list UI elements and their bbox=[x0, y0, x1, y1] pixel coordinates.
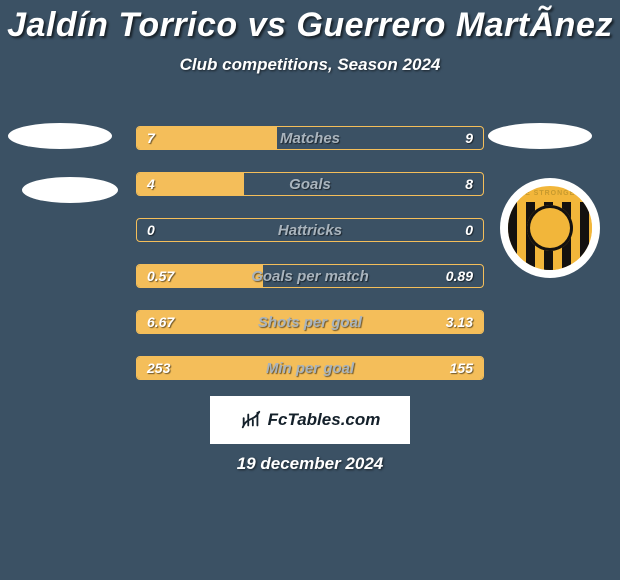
club-badge: THE STRONGEST bbox=[500, 178, 600, 278]
comparison-chart: 79Matches 48Goals 00Hattricks 0.570.89Goals… bbox=[136, 126, 484, 402]
row-label: Goals per match bbox=[137, 265, 483, 287]
row-label: Hattricks bbox=[137, 219, 483, 241]
avatar-placeholder-2 bbox=[22, 177, 118, 203]
row-label: Matches bbox=[137, 127, 483, 149]
row-label: Goals bbox=[137, 173, 483, 195]
stat-row: 79Matches bbox=[136, 126, 484, 150]
stat-row: 00Hattricks bbox=[136, 218, 484, 242]
date-text: 19 december 2024 bbox=[0, 454, 620, 474]
row-label: Min per goal bbox=[137, 357, 483, 379]
stat-row: 253155Min per goal bbox=[136, 356, 484, 380]
brand-box: FcTables.com bbox=[210, 396, 410, 444]
stat-row: 6.673.13Shots per goal bbox=[136, 310, 484, 334]
badge-arc-text: THE STRONGEST bbox=[508, 190, 592, 197]
subtitle: Club competitions, Season 2024 bbox=[0, 55, 620, 75]
avatar-placeholder-1 bbox=[8, 123, 112, 149]
brand-text: FcTables.com bbox=[268, 410, 381, 430]
stat-row: 0.570.89Goals per match bbox=[136, 264, 484, 288]
avatar-placeholder-3 bbox=[488, 123, 592, 149]
page-title: Jaldín Torrico vs Guerrero MartÃ­nez bbox=[0, 0, 620, 45]
brand-logo-icon bbox=[240, 409, 262, 431]
stat-row: 48Goals bbox=[136, 172, 484, 196]
club-badge-inner: THE STRONGEST bbox=[508, 186, 592, 270]
row-label: Shots per goal bbox=[137, 311, 483, 333]
comparison-infographic: Jaldín Torrico vs Guerrero MartÃ­nez Clu… bbox=[0, 0, 620, 580]
tiger-icon bbox=[527, 205, 573, 251]
